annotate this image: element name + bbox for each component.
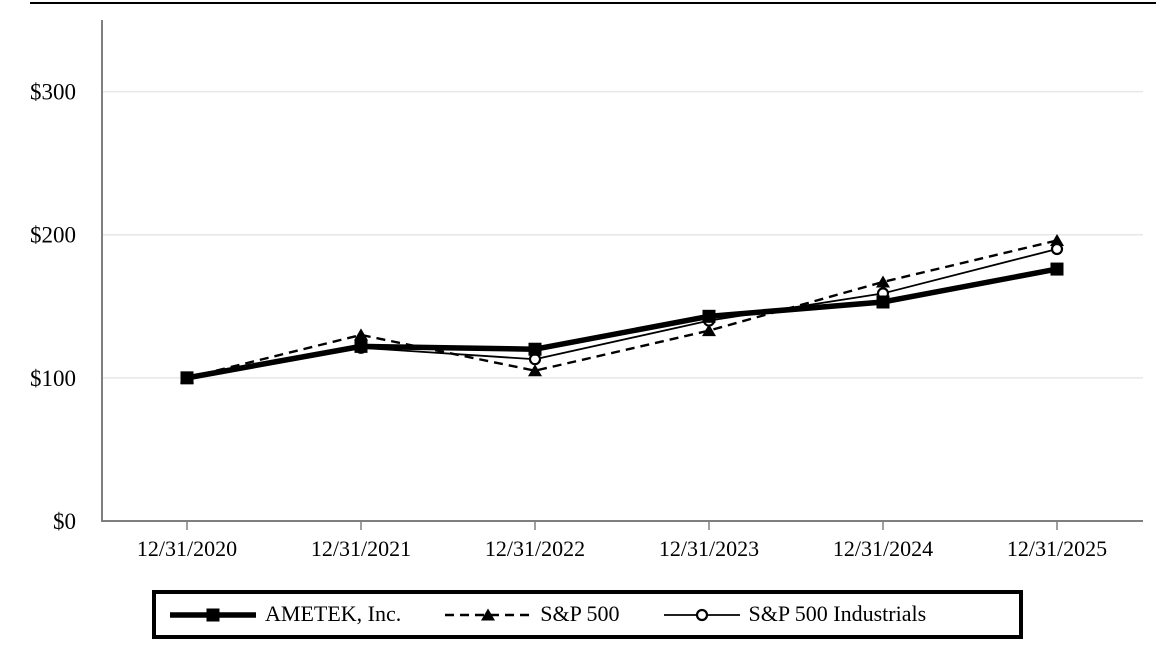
marker-circle <box>528 353 542 366</box>
legend-sample-ametek <box>170 606 256 624</box>
series-line-s-p-500-industrials <box>186 248 1058 379</box>
x-tick-label: 12/31/2020 <box>137 536 237 561</box>
legend-sample-sp500 <box>445 606 532 624</box>
x-tick-label: 12/31/2022 <box>485 536 585 561</box>
series-ametek-inc <box>180 262 1064 385</box>
gridlines <box>102 90 1143 379</box>
marker-square <box>206 608 220 621</box>
legend-item-sp500: S&P 500 <box>445 600 620 627</box>
legend-sample-graphic <box>445 608 532 620</box>
marker-square <box>876 295 890 309</box>
legend-item-ametek: AMETEK, Inc. <box>170 600 402 627</box>
series-line-s-p-500 <box>186 239 1058 380</box>
marker-circle <box>1050 242 1064 256</box>
legend-sample-graphic <box>663 608 740 621</box>
series-line-ametek-inc <box>186 266 1058 381</box>
marker-square <box>528 342 542 356</box>
series-s-p-500-industrials <box>180 242 1064 384</box>
top-border-line <box>30 2 1156 4</box>
series-s-p-500 <box>180 233 1064 384</box>
y-tick-label: $100 <box>30 366 76 391</box>
x-tick-label: 12/31/2021 <box>311 536 411 561</box>
axis-labels: $0 $100 $200 $300 12/31/2020 12/31/2021 12/31/… <box>30 80 1107 561</box>
x-tick-label: 12/31/2025 <box>1007 536 1107 561</box>
marker-triangle <box>702 324 716 337</box>
y-tick-label: $0 <box>53 509 76 534</box>
legend-item-sp500-industrials: S&P 500 Industrials <box>663 600 927 627</box>
marker-square <box>180 371 194 385</box>
y-tick-label: $200 <box>30 223 76 248</box>
marker-triangle <box>354 328 368 341</box>
marker-triangle <box>481 608 496 620</box>
marker-triangle <box>1050 233 1064 246</box>
chart-legend: AMETEK, Inc. S&P 500 S&P 500 Industrials <box>152 590 1023 639</box>
marker-square <box>702 309 716 323</box>
legend-sample-graphic <box>170 608 256 621</box>
legend-label-sp500: S&P 500 <box>540 600 620 626</box>
legend-label-sp500-industrials: S&P 500 Industrials <box>748 600 927 626</box>
axes <box>101 20 1143 530</box>
legend-sample-sp500-industrials <box>663 606 740 624</box>
x-tick-label: 12/31/2024 <box>833 536 933 561</box>
marker-triangle <box>528 364 542 377</box>
marker-square <box>1050 262 1064 276</box>
marker-triangle <box>876 275 890 288</box>
y-tick-label: $300 <box>30 80 76 105</box>
legend-label-ametek: AMETEK, Inc. <box>265 600 402 626</box>
marker-circle <box>695 608 708 621</box>
x-tick-label: 12/31/2023 <box>659 536 759 561</box>
marker-square <box>354 339 368 353</box>
